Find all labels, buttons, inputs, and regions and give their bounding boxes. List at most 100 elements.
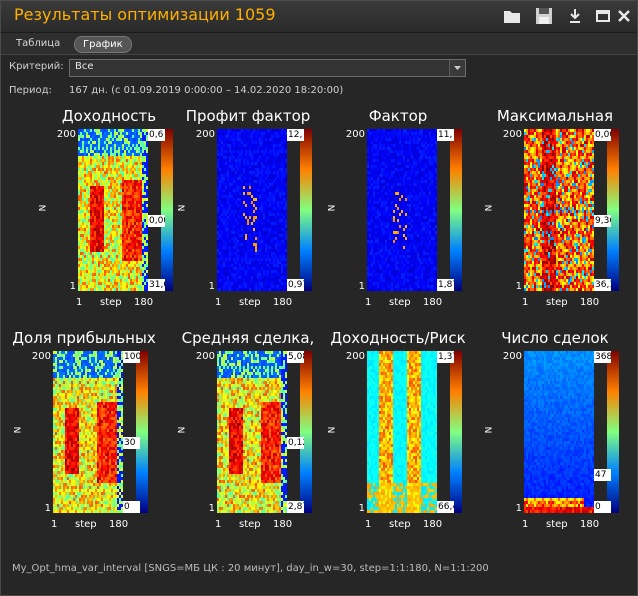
- x-tick-x-label: step: [75, 519, 97, 530]
- chart-title: Число сделок: [501, 329, 609, 347]
- y-tick-top: 200: [502, 351, 522, 362]
- chart-panel: Доходность 0,6 0,00 31,6 200 1 N 1 step 180: [34, 107, 194, 327]
- chart-title: Средняя сделка,: [181, 329, 315, 347]
- heatmap: [524, 351, 594, 513]
- x-tick-x-left: 1: [365, 297, 372, 308]
- colorbar-label: 30: [123, 437, 140, 449]
- colorbar-label: 0,12: [287, 437, 304, 449]
- colorbar-label: 1,37: [437, 351, 454, 363]
- y-axis-label: N: [327, 204, 338, 212]
- x-tick-x-left: 1: [215, 519, 222, 530]
- y-tick-bottom: 1: [44, 503, 51, 514]
- colorbar-label: 100: [123, 351, 140, 363]
- chart-panel: Средняя сделка, 5,08 0,12 2,87 200 1 N 1 step 180: [173, 329, 333, 549]
- colorbar-label: 368: [594, 351, 611, 363]
- colorbar-label: 36,1: [594, 279, 611, 291]
- x-tick-x-right: 180: [109, 519, 129, 530]
- colorbar-label: 0,00: [594, 129, 611, 141]
- y-tick-top: 200: [345, 129, 365, 140]
- y-axis-label: N: [484, 204, 495, 212]
- criterion-select[interactable]: Все: [69, 59, 466, 77]
- y-axis-label: N: [38, 204, 49, 212]
- y-tick-top: 200: [31, 351, 51, 362]
- x-tick-x-right: 180: [423, 297, 443, 308]
- colorbar: [300, 351, 312, 513]
- colorbar: [136, 351, 148, 513]
- colorbar-label: 1,87: [437, 279, 454, 291]
- chart-title: Максимальная: [496, 107, 614, 125]
- y-tick-top: 200: [195, 351, 215, 362]
- colorbar-label: 0: [594, 501, 611, 513]
- x-tick-x-left: 1: [365, 519, 372, 530]
- colorbar-label: 9,36: [594, 215, 611, 227]
- chart-title: Фактор: [368, 107, 428, 125]
- y-axis-label: N: [327, 426, 338, 434]
- export-icon[interactable]: [565, 6, 585, 26]
- heatmap: [367, 351, 437, 513]
- heatmap: [367, 129, 437, 291]
- x-tick-x-left: 1: [522, 519, 529, 530]
- x-tick-x-right: 180: [134, 297, 154, 308]
- x-tick-x-label: step: [546, 297, 568, 308]
- criterion-value: Все: [75, 61, 94, 72]
- tab-table[interactable]: Таблица: [16, 38, 61, 49]
- y-tick-bottom: 1: [208, 503, 215, 514]
- y-axis-label: N: [13, 426, 24, 434]
- colorbar-label: 12,: [287, 129, 304, 141]
- y-axis-label: N: [177, 426, 188, 434]
- criterion-label: Критерий:: [9, 61, 64, 72]
- chart-title: Доходность: [61, 107, 157, 125]
- x-tick-x-label: step: [239, 519, 261, 530]
- y-tick-bottom: 1: [515, 503, 522, 514]
- chart-panel: Доля прибыльных 100 30 0 200 1 N 1 step 180: [9, 329, 169, 549]
- x-tick-x-right: 180: [580, 519, 600, 530]
- chart-title: Доля прибыльных: [12, 329, 156, 347]
- y-axis-label: N: [484, 426, 495, 434]
- chart-title: Профит фактор: [185, 107, 311, 125]
- x-tick-x-left: 1: [522, 297, 529, 308]
- x-tick-x-right: 180: [273, 297, 293, 308]
- y-tick-bottom: 1: [69, 281, 76, 292]
- close-icon[interactable]: [614, 6, 634, 26]
- heatmap: [217, 351, 287, 513]
- x-tick-x-label: step: [389, 297, 411, 308]
- colorbar: [161, 129, 173, 291]
- y-axis-label: N: [177, 204, 188, 212]
- minimize-icon[interactable]: [593, 6, 613, 26]
- open-folder-icon[interactable]: [502, 6, 522, 26]
- tab-chart[interactable]: График: [74, 36, 132, 53]
- chart-panel: Фактор 11, 1,87 200 1 N 1 step 180: [323, 107, 483, 327]
- colorbar: [607, 351, 619, 513]
- x-tick-x-right: 180: [423, 519, 443, 530]
- y-tick-bottom: 1: [358, 281, 365, 292]
- heatmap: [53, 351, 123, 513]
- y-tick-bottom: 1: [515, 281, 522, 292]
- chart-panel: Число сделок 368 47 0 200 1 N 1 step 180: [480, 329, 638, 549]
- x-tick-x-label: step: [100, 297, 122, 308]
- x-tick-x-label: step: [389, 519, 411, 530]
- x-tick-x-label: step: [546, 519, 568, 530]
- colorbar: [300, 129, 312, 291]
- strategy-footer: My_Opt_hma_var_interval [SNGS=МБ ЦК : 20…: [12, 563, 489, 574]
- y-tick-top: 200: [56, 129, 76, 140]
- colorbar: [450, 351, 462, 513]
- save-icon[interactable]: [534, 6, 554, 26]
- heatmap: [78, 129, 148, 291]
- colorbar-label: 47: [594, 469, 611, 481]
- tab-bar: Таблица График: [1, 33, 637, 55]
- x-tick-x-right: 180: [273, 519, 293, 530]
- period-value: 167 дн. (с 01.09.2019 0:00:00 – 14.02.20…: [69, 85, 344, 96]
- y-tick-bottom: 1: [358, 503, 365, 514]
- chevron-down-icon[interactable]: [449, 60, 465, 76]
- y-tick-top: 200: [502, 129, 522, 140]
- x-tick-x-left: 1: [76, 297, 83, 308]
- title-bar[interactable]: Результаты оптимизации 1059: [1, 1, 637, 33]
- colorbar: [450, 129, 462, 291]
- y-tick-top: 200: [195, 129, 215, 140]
- x-tick-x-left: 1: [51, 519, 58, 530]
- colorbar-label: 5,08: [287, 351, 304, 363]
- window-title: Результаты оптимизации 1059: [14, 5, 276, 24]
- colorbar-label: 66,4: [437, 501, 454, 513]
- x-tick-x-right: 180: [580, 297, 600, 308]
- x-tick-x-left: 1: [215, 297, 222, 308]
